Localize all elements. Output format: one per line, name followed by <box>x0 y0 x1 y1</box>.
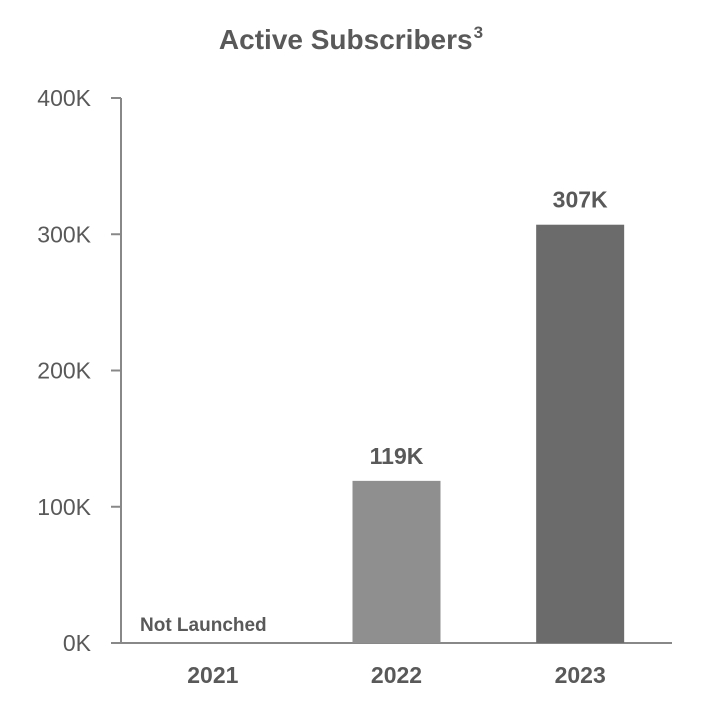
y-tick-label: 100K <box>37 494 91 520</box>
chart-title-footnote: 3 <box>473 23 484 42</box>
y-tick-label: 0K <box>63 630 92 656</box>
y-tick-label: 300K <box>37 221 91 247</box>
x-category-label-2023: 2023 <box>555 662 606 688</box>
x-category-label-2021: 2021 <box>187 662 238 688</box>
not-launched-label: Not Launched <box>140 615 267 636</box>
bar-2023 <box>536 224 625 643</box>
x-category-label-2022: 2022 <box>371 662 422 688</box>
chart-title: Active Subscribers3 <box>0 23 702 56</box>
y-tick-label: 200K <box>37 358 91 384</box>
chart-title-text: Active Subscribers <box>218 24 473 55</box>
bar-2022 <box>352 480 441 643</box>
data-label-2022: 119K <box>370 443 424 469</box>
data-label-2023: 307K <box>553 187 608 213</box>
y-tick-label: 400K <box>37 85 91 111</box>
